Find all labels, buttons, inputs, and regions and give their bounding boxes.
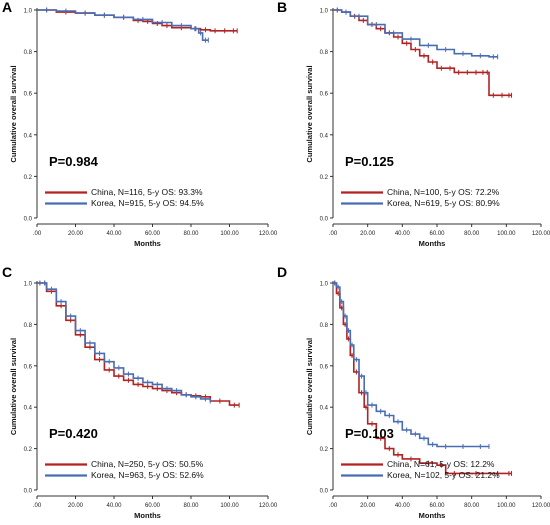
y-axis-label: Cumulative overall survival (9, 65, 18, 162)
legend-entry: China, N=100, 5-y OS: 72.2% (387, 187, 500, 197)
y-tick-label: 0.8 (24, 323, 33, 329)
panel-c: C 0.0 0.2 0.4 0.6 0.8 1.0 .00 20.00 40.00 60.00 80.… (2, 264, 278, 520)
y-tick-label: 0.6 (24, 364, 33, 370)
x-axis-label: Months (419, 239, 446, 248)
panel-letter: D (277, 264, 287, 280)
x-tick-label: 100.00 (497, 231, 516, 237)
x-tick-label: 40.00 (106, 231, 122, 237)
y-tick-label: 0.4 (24, 406, 33, 412)
x-tick-label: .00 (33, 231, 42, 237)
curve-china (37, 9, 238, 32)
y-tick-label: 0.0 (320, 217, 329, 223)
x-tick-label: 100.00 (220, 503, 239, 509)
x-tick-label: 40.00 (395, 503, 411, 509)
y-tick-label: 0.4 (24, 133, 33, 139)
y-tick-label: 0.0 (320, 489, 329, 495)
y-tick-label: 0.2 (320, 175, 329, 181)
x-tick-label: .00 (329, 231, 338, 237)
curve-china (333, 282, 512, 475)
x-tick-label: 80.00 (464, 231, 480, 237)
y-tick-label: 1.0 (24, 9, 33, 15)
y-tick-label: 0.0 (24, 217, 33, 223)
legend-entry: Korea, N=619, 5-y OS: 80.9% (387, 198, 500, 208)
x-tick-label: 40.00 (395, 231, 411, 237)
panel-letter: B (277, 0, 287, 15)
x-tick-label: 80.00 (183, 503, 199, 509)
panel-a: A 0.0 0.2 0.4 0.6 0.8 1.0 .00 20.00 40.00 60.00 80.… (2, 0, 278, 248)
x-tick-label: 60.00 (145, 231, 161, 237)
panel-letter: C (2, 264, 12, 280)
panel-letter: A (2, 0, 12, 15)
x-tick-label: 80.00 (183, 231, 199, 237)
x-tick-label: 60.00 (429, 503, 445, 509)
x-tick-label: 60.00 (145, 503, 161, 509)
y-tick-label: 0.8 (320, 323, 329, 329)
y-axis-label: Cumulative overall survival (9, 338, 18, 435)
y-tick-label: 0.6 (320, 364, 329, 370)
x-tick-label: 20.00 (360, 503, 376, 509)
x-tick-label: 120.00 (259, 503, 278, 509)
x-tick-label: 20.00 (360, 231, 376, 237)
y-tick-label: 1.0 (24, 282, 33, 288)
p-value: P=0.984 (49, 154, 99, 169)
x-tick-label: 120.00 (259, 231, 278, 237)
legend-entry: Korea, N=915, 5-y OS: 94.5% (91, 198, 204, 208)
y-axis-label: Cumulative overall survival (305, 338, 314, 435)
p-value: P=0.103 (345, 426, 394, 441)
x-axis-label: Months (134, 239, 161, 248)
x-axis-label: Months (134, 511, 161, 520)
x-tick-label: 80.00 (464, 503, 480, 509)
y-tick-label: 0.4 (320, 406, 329, 412)
y-tick-label: 0.2 (24, 447, 33, 453)
y-tick-label: 0.8 (320, 50, 329, 56)
legend-entry: China, N=250, 5-y OS: 50.5% (91, 459, 204, 469)
y-tick-label: 0.4 (320, 133, 329, 139)
x-tick-label: 60.00 (429, 231, 445, 237)
x-tick-label: 20.00 (68, 503, 84, 509)
y-tick-label: 1.0 (320, 282, 329, 288)
x-tick-label: 40.00 (106, 503, 122, 509)
x-tick-label: .00 (33, 503, 42, 509)
x-tick-label: 120.00 (532, 231, 550, 237)
y-tick-label: 1.0 (320, 9, 329, 15)
x-axis-label: Months (419, 511, 446, 520)
p-value: P=0.420 (49, 426, 98, 441)
panel-d: D 0.0 0.2 0.4 0.6 0.8 1.0 .00 20.00 40.00 60.00 80.… (277, 264, 550, 520)
curve-korea (333, 282, 489, 448)
x-tick-label: 100.00 (220, 231, 239, 237)
y-axis-label: Cumulative overall survival (305, 65, 314, 162)
x-tick-label: 120.00 (532, 503, 550, 509)
curve-china (333, 9, 512, 97)
y-tick-label: 0.6 (320, 92, 329, 98)
y-tick-label: 0.8 (24, 50, 33, 56)
x-tick-label: 20.00 (68, 231, 84, 237)
y-tick-label: 0.6 (24, 92, 33, 98)
x-tick-label: .00 (329, 503, 338, 509)
p-value: P=0.125 (345, 154, 394, 169)
legend-entry: Korea, N=963, 5-y OS: 52.6% (91, 470, 204, 480)
legend-entry: China, N=116, 5-y OS: 93.3% (91, 187, 203, 197)
x-tick-label: 100.00 (497, 503, 516, 509)
curve-korea (37, 9, 209, 41)
curve-korea (37, 282, 212, 401)
panel-b: B 0.0 0.2 0.4 0.6 0.8 1.0 .00 20.00 40.00 60.00 80.… (277, 0, 550, 248)
y-tick-label: 0.2 (320, 447, 329, 453)
legend-entry: China, N=61, 5-y OS: 12.2% (387, 459, 495, 469)
legend-entry: Korea, N=102, 5-y OS: 21.2% (387, 470, 500, 480)
y-tick-label: 0.2 (24, 175, 33, 181)
y-tick-label: 0.0 (24, 489, 33, 495)
